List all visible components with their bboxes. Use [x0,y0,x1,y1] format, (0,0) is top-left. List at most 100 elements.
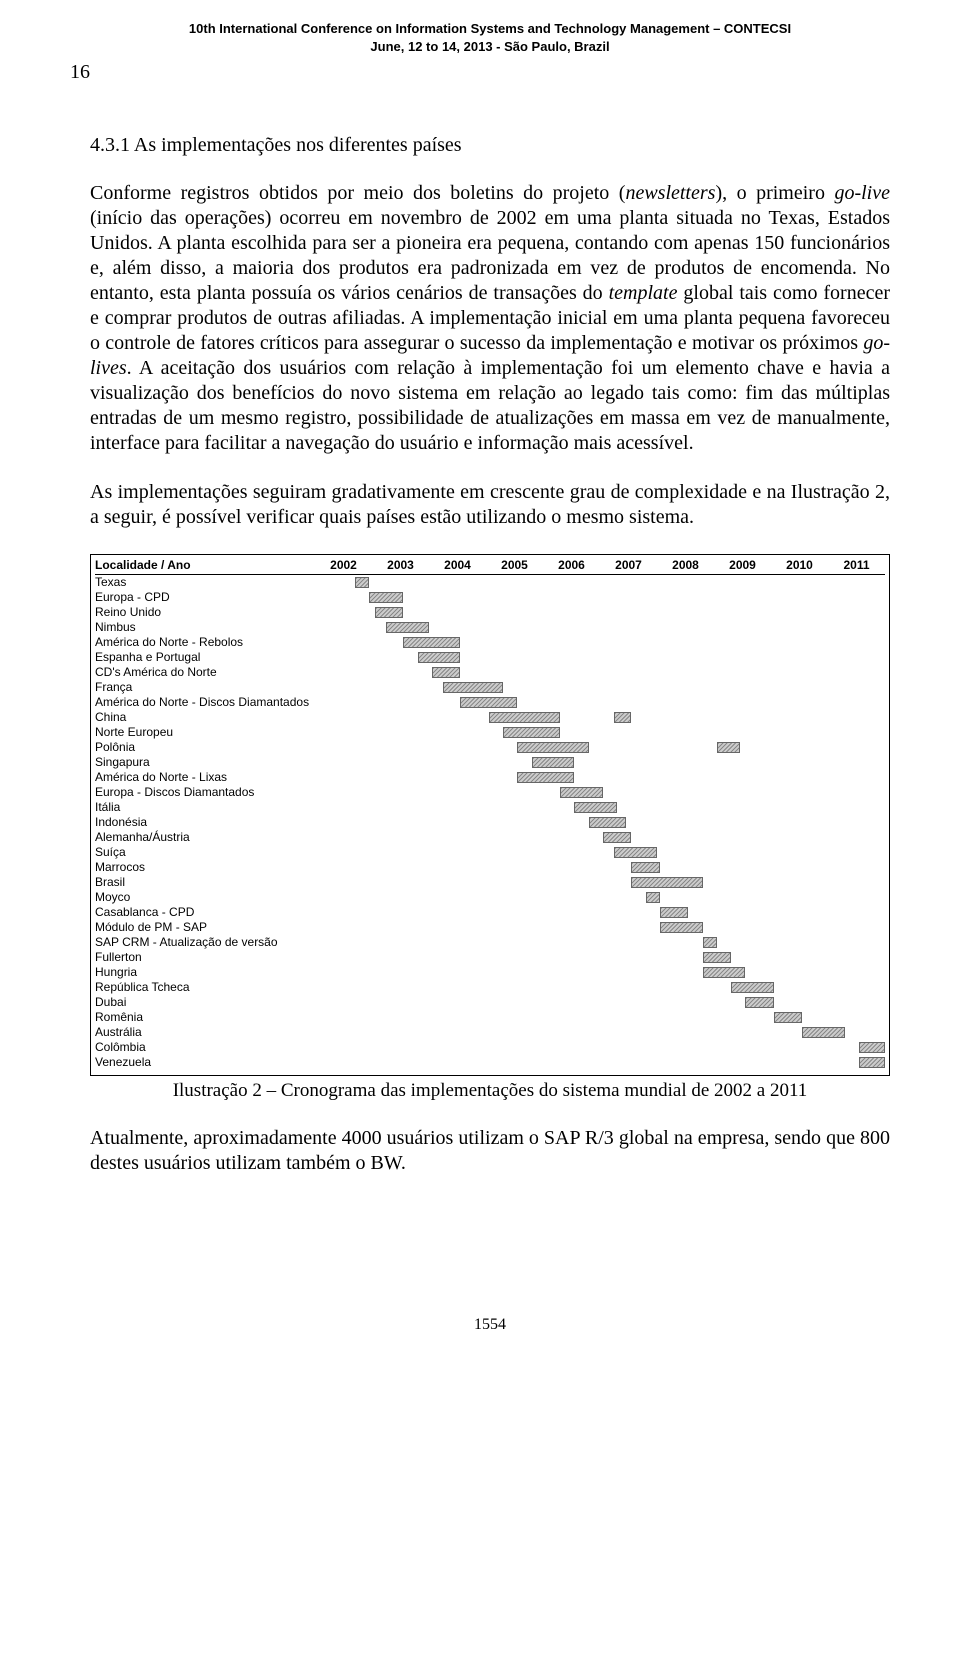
gantt-bar [460,697,517,708]
gantt-row-label: Hungria [95,965,315,980]
gantt-row-track [315,981,885,994]
gantt-row-track [315,1026,885,1039]
gantt-bar [369,592,403,603]
gantt-row-label: Casablanca - CPD [95,905,315,920]
gantt-row-track [315,921,885,934]
gantt-row-label: Venezuela [95,1055,315,1070]
gantt-row-track [315,876,885,889]
gantt-row: Hungria [95,965,885,980]
paragraph-2: As implementações seguiram gradativament… [90,480,890,530]
gantt-row-label: Romênia [95,1010,315,1025]
gantt-year-cell: 2010 [771,558,828,571]
gantt-bar [532,757,575,768]
gantt-row-track [315,591,885,604]
gantt-row-track [315,651,885,664]
gantt-bar [646,892,660,903]
gantt-header-label: Localidade / Ano [95,558,315,572]
gantt-year-cell: 2011 [828,558,885,571]
gantt-bar [432,667,461,678]
gantt-row: Fullerton [95,950,885,965]
gantt-bar [403,637,460,648]
gantt-row-track [315,621,885,634]
gantt-row: República Tcheca [95,980,885,995]
gantt-row-label: Norte Europeu [95,725,315,740]
gantt-row-track [315,576,885,589]
gantt-bar [631,862,660,873]
gantt-chart: Localidade / Ano 20022003200420052006200… [90,554,890,1076]
gantt-row-label: Alemanha/Áustria [95,830,315,845]
gantt-row: Reino Unido [95,605,885,620]
gantt-bar [859,1057,885,1068]
p1-i: . A aceitação dos usuários com relação à… [90,357,890,454]
gantt-row: Europa - Discos Diamantados [95,785,885,800]
gantt-year-cell: 2004 [429,558,486,571]
gantt-row-track [315,786,885,799]
gantt-bar [614,712,631,723]
gantt-bar [614,847,657,858]
header-line-1: 10th International Conference on Informa… [90,20,890,38]
gantt-bar [631,877,702,888]
gantt-row-label: Singapura [95,755,315,770]
gantt-bar [703,967,746,978]
gantt-row-track [315,771,885,784]
paragraph-3: Atualmente, aproximadamente 4000 usuário… [90,1126,890,1176]
footer-page-number: 1554 [90,1316,890,1334]
gantt-row-label: Módulo de PM - SAP [95,920,315,935]
gantt-year-cell: 2006 [543,558,600,571]
gantt-bar [703,937,717,948]
gantt-bar [731,982,774,993]
gantt-row: Polônia [95,740,885,755]
gantt-row-label: Moyco [95,890,315,905]
gantt-row-track [315,966,885,979]
gantt-row-track [315,666,885,679]
gantt-bar [717,742,740,753]
gantt-row-track [315,756,885,769]
gantt-year-cell: 2008 [657,558,714,571]
gantt-year-cell: 2005 [486,558,543,571]
gantt-bar [517,742,588,753]
gantt-row-label: Texas [95,575,315,590]
gantt-row: CD's América do Norte [95,665,885,680]
gantt-row-label: República Tcheca [95,980,315,995]
gantt-row-label: China [95,710,315,725]
gantt-row-track [315,861,885,874]
gantt-row: Módulo de PM - SAP [95,920,885,935]
gantt-row: Austrália [95,1025,885,1040]
gantt-row-label: CD's América do Norte [95,665,315,680]
gantt-row: China [95,710,885,725]
gantt-bar [443,682,503,693]
gantt-row-label: América do Norte - Discos Diamantados [95,695,315,710]
gantt-row-label: Polônia [95,740,315,755]
gantt-row-label: Nimbus [95,620,315,635]
gantt-bar [660,922,703,933]
gantt-bar [489,712,560,723]
gantt-row-label: América do Norte - Lixas [95,770,315,785]
gantt-row-track [315,726,885,739]
gantt-row-label: Austrália [95,1025,315,1040]
p1-b: newsletters [625,182,715,204]
gantt-row-track [315,831,885,844]
gantt-row: Suíça [95,845,885,860]
gantt-row-label: SAP CRM - Atualização de versão [95,935,315,950]
gantt-bar [745,997,774,1008]
gantt-row: América do Norte - Discos Diamantados [95,695,885,710]
gantt-bar [589,817,626,828]
gantt-year-cell: 2003 [372,558,429,571]
gantt-row-label: Europa - Discos Diamantados [95,785,315,800]
gantt-bar [355,577,369,588]
p1-c: ), o primeiro [715,182,834,204]
gantt-row-track [315,636,885,649]
gantt-row-track [315,1041,885,1054]
gantt-row: Itália [95,800,885,815]
figure-caption: Ilustração 2 – Cronograma das implementa… [90,1080,890,1102]
gantt-row-label: Indonésia [95,815,315,830]
gantt-row: Alemanha/Áustria [95,830,885,845]
gantt-row-label: Dubai [95,995,315,1010]
gantt-row-track [315,681,885,694]
gantt-bar [703,952,732,963]
gantt-year-cell: 2007 [600,558,657,571]
gantt-year-cell: 2009 [714,558,771,571]
gantt-row: Nimbus [95,620,885,635]
gantt-row: América do Norte - Rebolos [95,635,885,650]
gantt-row-label: França [95,680,315,695]
